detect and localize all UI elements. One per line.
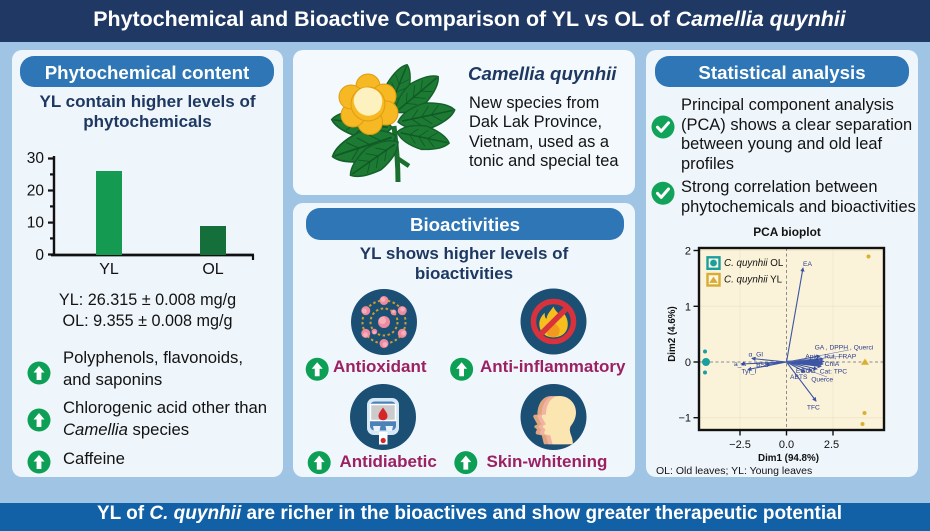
svg-text:0: 0	[685, 357, 691, 369]
svg-text:Tyr_I: Tyr_I	[741, 368, 756, 375]
svg-text:Dim2 (4.6%): Dim2 (4.6%)	[667, 306, 678, 362]
svg-text:YL: YL	[99, 261, 119, 278]
svg-text:α_GI: α_GI	[749, 352, 764, 359]
svg-text:2.5: 2.5	[824, 439, 839, 451]
svg-text:a_A: a_A	[734, 361, 746, 368]
svg-text:BSb: BSb	[756, 362, 769, 369]
svg-text:Querce: Querce	[811, 376, 833, 383]
svg-text:GA , DPPH , Querci: GA , DPPH , Querci	[815, 345, 874, 352]
svg-text:ChlA: ChlA	[825, 361, 840, 368]
svg-text:ABTS: ABTS	[790, 374, 808, 381]
svg-text:EA: EA	[803, 261, 812, 268]
svg-text:−1: −1	[678, 413, 691, 425]
svg-text:0: 0	[35, 247, 44, 264]
svg-text:1: 1	[685, 301, 691, 313]
svg-text:30: 30	[27, 150, 45, 167]
svg-text:TFC: TFC	[807, 404, 820, 411]
svg-text:C. quynhii OL: C. quynhii OL	[724, 258, 784, 269]
svg-text:OL: OL	[202, 261, 223, 278]
svg-text:Apig., Rut, FRAP: Apig., Rut, FRAP	[805, 353, 856, 360]
svg-text:2: 2	[685, 246, 691, 258]
svg-text:Cat: TPC: Cat: TPC	[820, 369, 848, 376]
svg-text:−2.5: −2.5	[729, 439, 751, 451]
svg-text:20: 20	[27, 183, 45, 200]
svg-text:0.0: 0.0	[779, 439, 794, 451]
svg-text:Dim1 (94.8%): Dim1 (94.8%)	[758, 453, 819, 464]
svg-text:EGCG: EGCG	[796, 368, 816, 375]
svg-text:10: 10	[27, 215, 45, 232]
svg-text:C. quynhii YL: C. quynhii YL	[724, 275, 783, 286]
